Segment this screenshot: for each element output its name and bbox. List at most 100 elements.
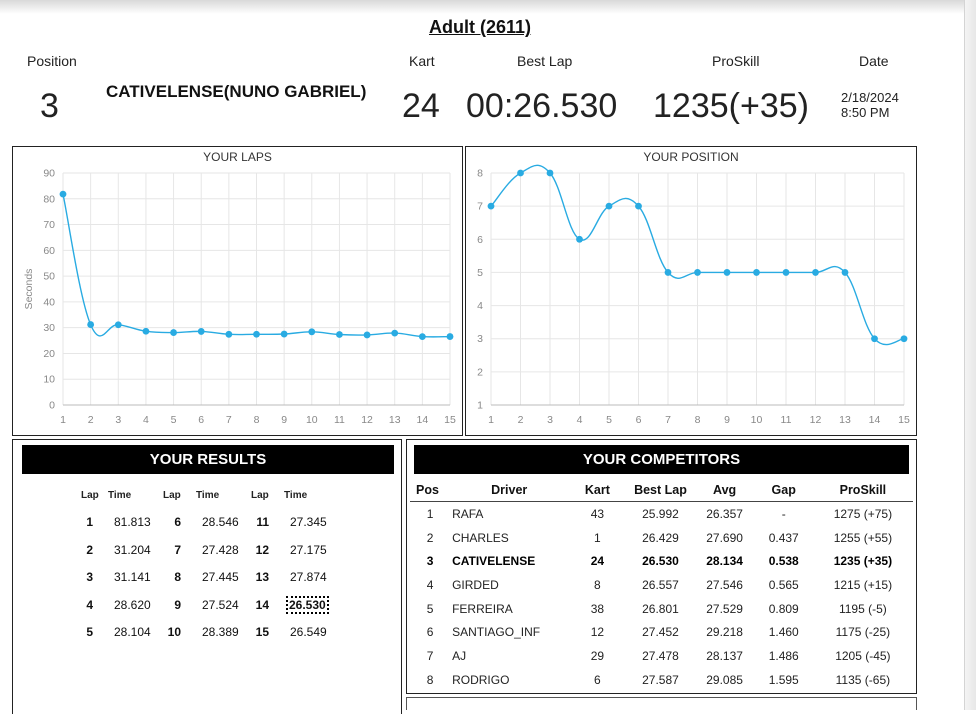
results-lap-number: 2 xyxy=(86,542,93,557)
laps-chart-xtick-label: 4 xyxy=(143,414,149,426)
laps-chart-point[interactable] xyxy=(280,330,288,338)
laps-chart-point[interactable] xyxy=(363,331,371,339)
position-chart-point[interactable] xyxy=(782,269,790,276)
competitor-cell: 24 xyxy=(590,554,605,569)
competitor-row[interactable]: 4 GIRDED 8 26.557 27.546 0.565 1215 (+15) xyxy=(410,573,913,597)
position-chart-point[interactable] xyxy=(841,269,849,276)
competitors-title: YOUR COMPETITORS xyxy=(414,445,909,474)
results-lap-number: 4 xyxy=(86,597,93,612)
competitor-row[interactable]: 3 CATIVELENSE 24 26.530 28.134 0.538 1235 (+35… xyxy=(410,549,913,573)
results-lap-number: 9 xyxy=(174,597,181,612)
competitor-cell: 5 xyxy=(426,601,434,616)
competitor-row[interactable]: 2 CHARLES 1 26.429 27.690 0.437 1255 (+55) xyxy=(410,526,913,550)
date-label: Date xyxy=(859,53,889,69)
competitor-row[interactable]: 6 SANTIAGO_INF 12 27.452 29.218 1.460 1175 (-2… xyxy=(410,620,913,644)
position-chart-xtick-label: 15 xyxy=(898,414,910,426)
results-title: YOUR RESULTS xyxy=(22,445,394,474)
position-chart-xtick-label: 4 xyxy=(577,414,583,426)
competitor-row[interactable]: 8 RODRIGO 6 27.587 29.085 1.595 1135 (-65) xyxy=(410,668,913,692)
competitor-row[interactable]: 1 RAFA 43 25.992 26.357 - 1275 (+75) xyxy=(410,502,913,526)
laps-chart-point[interactable] xyxy=(446,333,454,340)
competitor-cell: 0.809 xyxy=(768,601,799,616)
results-lap-time: 31.204 xyxy=(114,542,151,557)
best-lap-value: 00:26.530 xyxy=(466,87,618,125)
competitor-cell: 0.437 xyxy=(768,530,799,545)
competitors-header-row: Pos Driver Kart Best Lap Avg Gap ProSkill xyxy=(410,479,913,502)
position-chart-ytick-label: 7 xyxy=(477,201,483,213)
laps-chart-point[interactable] xyxy=(59,190,67,198)
competitor-cell: 2 xyxy=(426,530,434,545)
position-chart-point[interactable] xyxy=(753,269,760,276)
laps-chart-point[interactable] xyxy=(87,321,95,328)
results-lap-number: 12 xyxy=(255,542,269,557)
laps-chart-xtick-label: 14 xyxy=(417,414,429,426)
laps-chart-point[interactable] xyxy=(170,329,177,336)
laps-chart-xtick-label: 7 xyxy=(226,414,232,426)
competitor-cell: 1.486 xyxy=(768,648,799,663)
position-chart-point[interactable] xyxy=(723,269,731,276)
laps-chart-point[interactable] xyxy=(253,330,260,338)
position-chart-xtick-label: 14 xyxy=(869,414,881,426)
results-lap-time: 27.445 xyxy=(202,570,239,584)
results-lap-time: 81.813 xyxy=(114,515,151,529)
competitor-cell: 1 xyxy=(426,506,434,521)
competitor-cell: 27.529 xyxy=(706,601,743,616)
competitor-cell: 29.085 xyxy=(706,672,743,687)
time-value: 8:50 PM xyxy=(841,105,890,120)
laps-chart-point[interactable] xyxy=(391,329,399,337)
laps-chart-ytick-label: 20 xyxy=(43,348,55,360)
position-chart-point[interactable] xyxy=(487,202,495,210)
laps-chart-point[interactable] xyxy=(308,328,316,336)
position-chart-point[interactable] xyxy=(635,202,642,210)
kart-label: Kart xyxy=(409,53,435,69)
window-edge-strip xyxy=(964,0,976,710)
competitor-cell: 1215 (+15) xyxy=(833,577,893,592)
results-lap-number: 13 xyxy=(255,570,269,584)
competitor-cell: CATIVELENSE xyxy=(452,554,536,569)
competitor-cell: 0.538 xyxy=(768,554,799,569)
position-chart-ytick-label: 2 xyxy=(477,366,483,378)
position-chart-point[interactable] xyxy=(812,269,819,276)
position-chart-point[interactable] xyxy=(517,169,524,177)
laps-chart-point[interactable] xyxy=(197,328,205,335)
position-chart-point[interactable] xyxy=(900,335,908,343)
competitor-row[interactable]: 7 AJ 29 27.478 28.137 1.486 1205 (-45) xyxy=(410,644,913,668)
results-time-header: Time xyxy=(284,490,308,501)
competitor-cell: 28.137 xyxy=(706,648,743,663)
results-lap-header: Lap xyxy=(81,490,99,501)
results-lap-number: 14 xyxy=(255,597,269,612)
laps-chart-point[interactable] xyxy=(418,333,426,341)
position-chart-point[interactable] xyxy=(871,335,878,343)
laps-chart-point[interactable] xyxy=(225,330,233,338)
position-chart-point[interactable] xyxy=(576,235,583,243)
next-panel-edge xyxy=(406,697,917,710)
laps-chart-xtick-label: 10 xyxy=(306,414,318,426)
competitor-cell: 29.218 xyxy=(706,625,743,640)
competitor-cell: 27.690 xyxy=(706,530,743,545)
position-chart-panel: YOUR POSITION 1 2 3 4 5 6 7 8 1 2 3 4 5 6 7 8 9 10 11 12 13 1… xyxy=(465,146,917,436)
position-chart-point[interactable] xyxy=(605,202,613,210)
position-chart-point[interactable] xyxy=(664,269,672,276)
position-chart-xtick-label: 6 xyxy=(636,414,642,426)
competitor-cell: 26.357 xyxy=(706,506,743,521)
position-chart-xtick-label: 5 xyxy=(606,414,612,426)
laps-chart-point[interactable] xyxy=(114,321,122,329)
position-chart-ytick-label: 1 xyxy=(477,400,483,412)
position-chart-point[interactable] xyxy=(694,269,701,276)
competitor-cell: RODRIGO xyxy=(452,672,510,687)
results-lap-time: 31.141 xyxy=(114,570,151,584)
results-lap-time: 28.546 xyxy=(202,515,239,529)
laps-chart-point[interactable] xyxy=(142,327,150,335)
position-chart-ytick-label: 5 xyxy=(477,267,483,279)
laps-chart-xtick-label: 15 xyxy=(444,414,456,426)
competitors-col-header: Best Lap xyxy=(626,479,695,502)
laps-chart-ytick-label: 70 xyxy=(43,219,55,231)
competitor-cell: 26.801 xyxy=(642,601,679,616)
competitor-row[interactable]: 5 FERREIRA 38 26.801 27.529 0.809 1195 (-5) xyxy=(410,597,913,621)
position-chart-ytick-label: 8 xyxy=(477,168,483,180)
position-chart-point[interactable] xyxy=(546,169,554,177)
laps-chart-ytick-label: 90 xyxy=(43,168,55,180)
laps-chart-point[interactable] xyxy=(336,331,343,338)
results-best-lap-time: 26.530 xyxy=(286,595,329,614)
position-chart-ytick-label: 4 xyxy=(477,300,483,312)
